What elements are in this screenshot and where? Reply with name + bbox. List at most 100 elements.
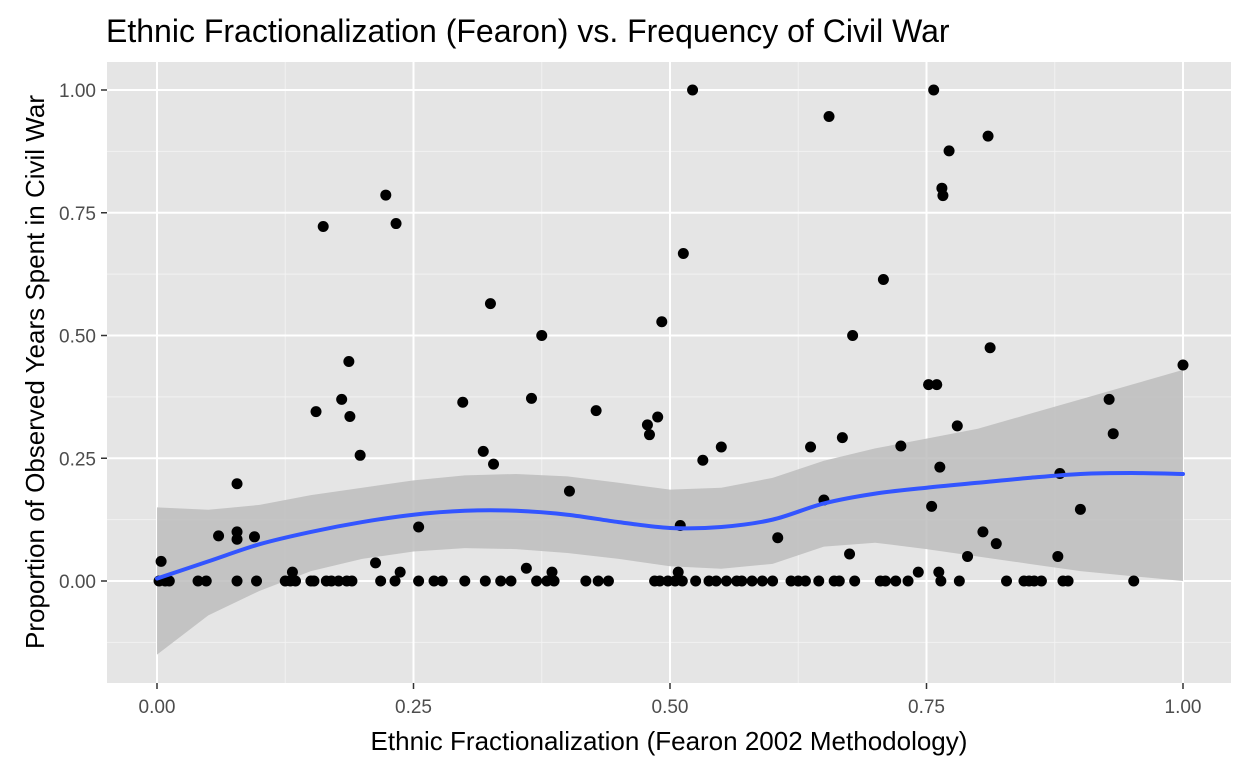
- data-point-91: [823, 111, 835, 123]
- x-tick-label-4: 1.00: [1165, 697, 1202, 718]
- y-axis-label: Proportion of Observed Years Spent in Ci…: [20, 95, 50, 649]
- data-point-49: [525, 392, 537, 404]
- data-point-23: [333, 575, 345, 587]
- data-point-57: [590, 405, 602, 417]
- data-point-99: [877, 274, 889, 286]
- data-point-76: [710, 575, 722, 587]
- data-point-100: [879, 575, 891, 587]
- smooth-fit-line: [155, 470, 1185, 581]
- data-point-34: [390, 218, 402, 230]
- data-point-39: [436, 575, 448, 587]
- data-point-107: [928, 84, 940, 96]
- data-point-15: [286, 566, 298, 578]
- data-point-12: [251, 575, 263, 587]
- data-point-9: [231, 533, 243, 545]
- data-point-16: [290, 575, 302, 587]
- data-point-126: [1035, 575, 1047, 587]
- data-point-89: [813, 575, 825, 587]
- data-point-106: [926, 500, 938, 512]
- y-tick-label-1: 0.25: [59, 449, 96, 470]
- data-point-28: [346, 575, 358, 587]
- data-point-38: [428, 575, 440, 587]
- data-point-119: [982, 130, 994, 142]
- data-point-134: [1128, 575, 1140, 587]
- data-point-96: [847, 330, 859, 341]
- data-point-97: [849, 575, 861, 587]
- data-point-116: [953, 575, 965, 587]
- data-point-73: [690, 575, 702, 587]
- x-tick-label-2: 0.50: [652, 697, 689, 718]
- data-point-7: [231, 478, 243, 490]
- data-point-59: [602, 575, 614, 587]
- data-point-103: [902, 575, 914, 587]
- data-point-78: [720, 575, 732, 587]
- x-tick-label-1: 0.25: [395, 697, 432, 718]
- data-point-11: [248, 531, 260, 543]
- data-point-6: [213, 530, 225, 542]
- data-point-132: [1103, 393, 1115, 405]
- data-point-127: [1052, 550, 1064, 562]
- points-layer: [153, 84, 1189, 587]
- data-point-30: [370, 557, 382, 569]
- data-point-109: [933, 566, 945, 578]
- data-point-117: [962, 550, 974, 562]
- data-point-101: [890, 575, 902, 587]
- data-point-115: [951, 420, 963, 432]
- data-point-44: [484, 298, 496, 310]
- data-point-80: [736, 575, 748, 587]
- data-point-81: [746, 575, 758, 587]
- data-point-108: [931, 379, 943, 391]
- x-tick-label-0: 0.00: [139, 697, 176, 718]
- data-point-4: [192, 575, 204, 587]
- data-point-77: [715, 441, 727, 453]
- data-point-130: [1062, 575, 1074, 587]
- data-point-3: [163, 575, 175, 587]
- data-point-29: [354, 449, 366, 461]
- data-point-131: [1074, 503, 1086, 515]
- data-point-95: [844, 548, 856, 560]
- data-point-5: [200, 575, 212, 587]
- data-point-18: [308, 575, 320, 587]
- data-point-54: [548, 575, 560, 587]
- x-axis-ticks: 0.00 0.25 0.50 0.75 1.00: [139, 683, 1202, 718]
- data-point-19: [310, 406, 322, 418]
- data-point-60: [641, 419, 653, 431]
- y-tick-label-2: 0.50: [59, 327, 96, 348]
- data-point-88: [805, 441, 817, 453]
- data-point-50: [531, 575, 543, 587]
- y-axis-ticks: 0.00 0.25 0.50 0.75 1.00: [59, 81, 107, 593]
- data-point-61: [643, 429, 655, 441]
- data-point-114: [943, 145, 955, 157]
- x-tick-label-3: 0.75: [908, 697, 945, 718]
- data-point-36: [413, 521, 425, 533]
- data-point-33: [389, 575, 401, 587]
- data-point-83: [767, 575, 779, 587]
- data-point-70: [676, 575, 688, 587]
- data-point-104: [912, 566, 924, 578]
- data-point-46: [495, 575, 507, 587]
- data-point-110: [934, 461, 946, 473]
- data-point-42: [477, 445, 489, 457]
- data-point-56: [580, 575, 592, 587]
- data-point-84: [772, 532, 784, 544]
- data-point-72: [687, 84, 699, 96]
- data-point-121: [990, 538, 1002, 550]
- data-point-87: [799, 575, 811, 587]
- data-point-27: [344, 411, 356, 423]
- data-point-58: [592, 575, 604, 587]
- data-point-40: [457, 396, 469, 408]
- data-point-24: [336, 393, 348, 405]
- data-point-31: [375, 575, 387, 587]
- smooth-line-layer: [155, 470, 1185, 581]
- data-point-45: [488, 458, 500, 470]
- data-point-0: [155, 555, 167, 567]
- data-point-41: [459, 575, 471, 587]
- data-point-37: [413, 575, 425, 587]
- data-point-94: [836, 432, 848, 444]
- data-point-20: [317, 220, 329, 232]
- data-point-63: [652, 411, 664, 423]
- data-point-122: [1001, 575, 1013, 587]
- confidence-band-layer: [157, 369, 1183, 655]
- data-point-133: [1107, 428, 1119, 440]
